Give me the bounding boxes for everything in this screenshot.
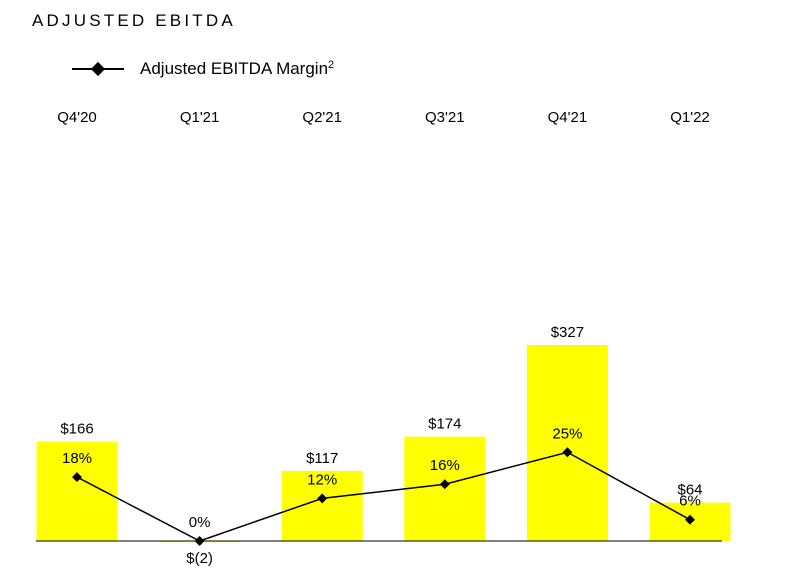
legend-line-marker-icon xyxy=(72,61,124,77)
margin-label-3: 16% xyxy=(430,457,460,474)
category-label-5: Q1'22 xyxy=(670,109,710,126)
category-label-0: Q4'20 xyxy=(57,109,97,126)
bar-value-label-2: $117 xyxy=(306,450,338,467)
bar-2 xyxy=(281,470,363,541)
margin-label-2: 12% xyxy=(307,471,337,488)
margin-marker-4 xyxy=(562,447,573,458)
bar-value-label-5: $64 xyxy=(677,482,702,499)
margin-marker-3 xyxy=(439,479,450,490)
bar-value-label-3: $174 xyxy=(428,416,461,433)
legend: Adjusted EBITDA Margin2 xyxy=(72,56,334,82)
margin-label-4: 25% xyxy=(552,425,582,442)
margin-marker-1 xyxy=(194,536,205,546)
margin-marker-5 xyxy=(685,514,695,525)
margin-marker-2 xyxy=(317,493,328,504)
bar-value-label-0: $166 xyxy=(60,420,93,437)
bar-value-label-4: $327 xyxy=(551,324,584,341)
margin-label-1: 0% xyxy=(189,514,211,531)
category-label-1: Q1'21 xyxy=(180,109,220,126)
chart-title: ADJUSTED EBITDA xyxy=(32,11,236,30)
category-label-4: Q4'21 xyxy=(548,109,588,126)
bar-4 xyxy=(526,344,608,541)
category-label-3: Q3'21 xyxy=(425,109,465,126)
bar-value-label-1: $(2) xyxy=(186,550,213,567)
margin-label-0: 18% xyxy=(62,450,92,467)
legend-label: Adjusted EBITDA Margin2 xyxy=(140,59,335,78)
margin-line xyxy=(76,451,691,542)
category-label-2: Q2'21 xyxy=(302,109,342,126)
margin-label-5: 6% xyxy=(679,493,701,510)
